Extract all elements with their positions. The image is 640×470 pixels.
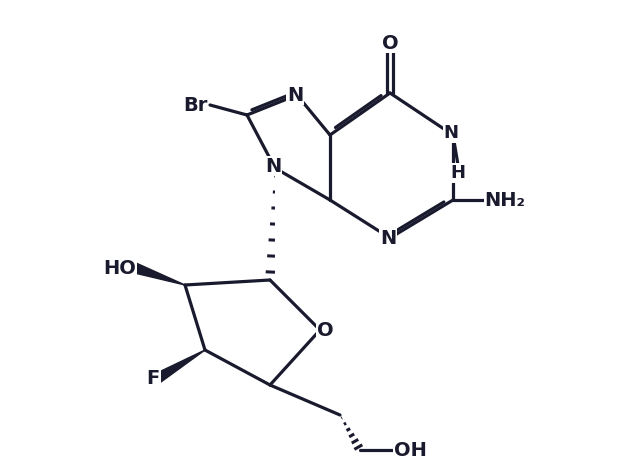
Text: N: N <box>265 157 281 175</box>
Text: NH₂: NH₂ <box>484 190 525 210</box>
Text: N: N <box>287 86 303 104</box>
Text: Br: Br <box>183 95 207 115</box>
Text: H: H <box>451 164 465 182</box>
Text: O: O <box>381 33 398 53</box>
Text: OH: OH <box>394 440 426 460</box>
Polygon shape <box>133 263 185 285</box>
Text: N: N <box>444 124 458 142</box>
Text: O: O <box>317 321 333 339</box>
Polygon shape <box>156 350 205 382</box>
Text: HO: HO <box>104 258 136 277</box>
Text: F: F <box>147 368 159 387</box>
Text: N: N <box>380 228 396 248</box>
